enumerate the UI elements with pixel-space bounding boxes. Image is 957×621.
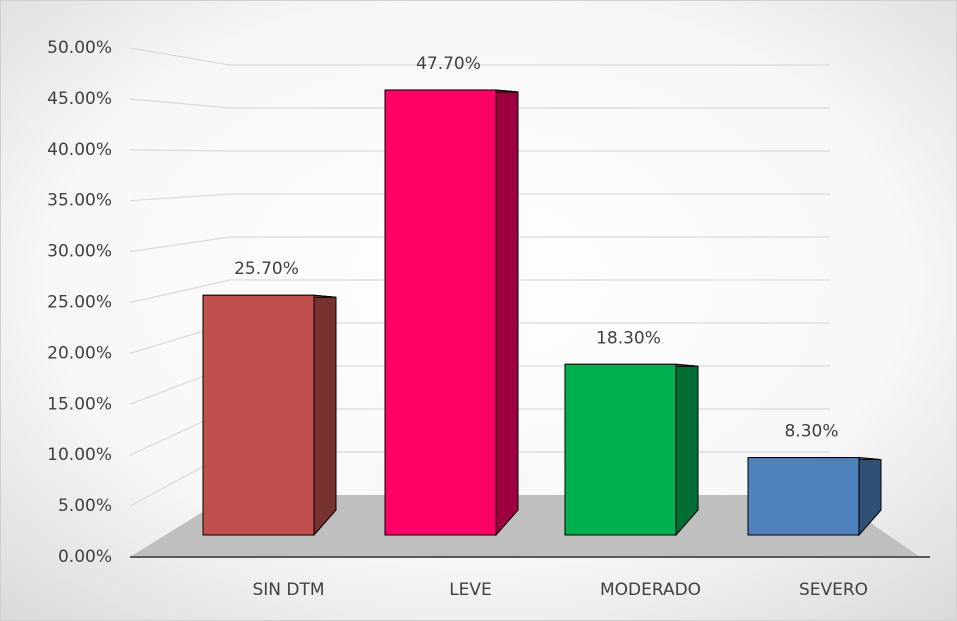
grid-line bbox=[129, 279, 830, 304]
x-tick-label: MODERADO bbox=[600, 580, 701, 600]
bar-side bbox=[495, 89, 519, 537]
bar bbox=[747, 457, 860, 536]
bar bbox=[564, 363, 677, 536]
bar bbox=[202, 294, 315, 536]
y-tick-label: 10.00% bbox=[47, 445, 112, 465]
y-tick-label: 25.00% bbox=[47, 293, 112, 313]
y-tick-label: 40.00% bbox=[47, 140, 112, 160]
y-tick-label: 0.00% bbox=[58, 547, 112, 567]
data-label: 8.30% bbox=[784, 422, 838, 442]
y-tick-label: 5.00% bbox=[58, 496, 112, 516]
data-label: 18.30% bbox=[596, 328, 661, 348]
x-tick-label: SEVERO bbox=[799, 580, 868, 600]
grid-line bbox=[129, 47, 830, 66]
grid-line bbox=[129, 98, 830, 109]
y-tick-label: 15.00% bbox=[47, 394, 112, 414]
bar bbox=[384, 89, 497, 536]
grid-line bbox=[129, 149, 830, 152]
grid-line bbox=[129, 236, 830, 253]
x-tick-label: LEVE bbox=[449, 580, 492, 600]
y-tick-label: 30.00% bbox=[47, 242, 112, 262]
bar-side bbox=[675, 363, 699, 537]
y-tick-label: 50.00% bbox=[47, 38, 112, 58]
data-label: 47.70% bbox=[416, 54, 481, 74]
data-label: 25.70% bbox=[234, 259, 299, 279]
grid-line bbox=[129, 193, 830, 202]
y-tick-label: 35.00% bbox=[47, 191, 112, 211]
bar-side bbox=[313, 294, 337, 537]
y-tick-label: 20.00% bbox=[47, 343, 112, 363]
y-tick-label: 45.00% bbox=[47, 89, 112, 109]
x-tick-label: SIN DTM bbox=[252, 580, 324, 600]
